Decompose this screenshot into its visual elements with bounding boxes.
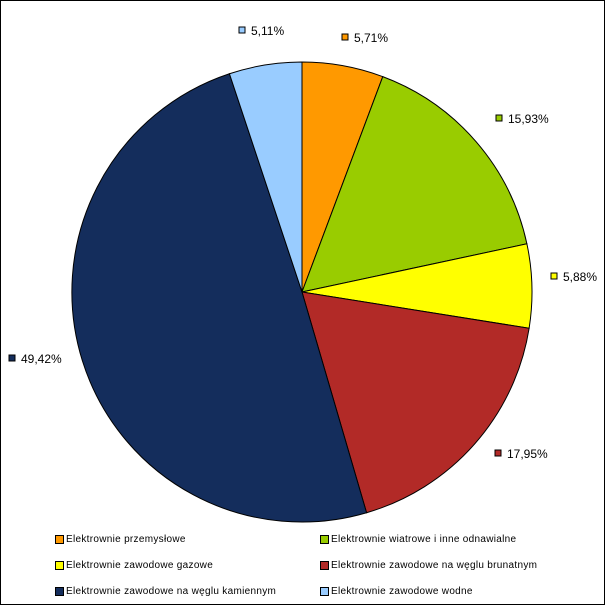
legend-item-kamienny: Elektrownie zawodowe na węglu kamiennym <box>55 584 276 600</box>
data-label: 5,88% <box>550 270 597 284</box>
data-label-key <box>550 272 558 280</box>
data-label-text: 5,71% <box>354 31 388 45</box>
data-label: 49,42% <box>8 352 62 366</box>
legend-item-brunatny: Elektrownie zawodowe na węglu brunatnym <box>320 558 537 574</box>
data-label-key <box>494 449 502 457</box>
legend-swatch <box>320 586 329 596</box>
data-label-text: 5,11% <box>251 24 284 38</box>
legend-item-gazowe: Elektrownie zawodowe gazowe <box>55 558 213 574</box>
legend-swatch <box>55 586 64 596</box>
data-label-key <box>238 26 246 34</box>
legend: Elektrownie przemysłowe Elektrownie wiat… <box>55 532 595 602</box>
data-label-text: 49,42% <box>21 352 62 366</box>
legend-label: Elektrownie wiatrowe i inne odnawialne <box>331 534 517 545</box>
legend-swatch <box>320 560 329 570</box>
legend-label: Elektrownie zawodowe wodne <box>331 586 473 597</box>
legend-label: Elektrownie zawodowe gazowe <box>66 560 214 571</box>
pie-slice <box>301 75 528 293</box>
legend-item-wodne: Elektrownie zawodowe wodne <box>320 584 473 600</box>
data-label: 15,93% <box>495 112 549 126</box>
data-label-text: 5,88% <box>563 270 597 284</box>
data-label-text: 15,93% <box>508 112 549 126</box>
legend-item-wiatrowe: Elektrownie wiatrowe i inne odnawialne <box>320 532 516 548</box>
pie-slice <box>301 291 530 514</box>
legend-label: Elektrownie przemysłowe <box>66 534 186 545</box>
data-label-key <box>341 33 349 41</box>
data-label-key <box>8 354 16 362</box>
data-label: 5,71% <box>341 31 388 45</box>
pie-slice <box>71 73 368 523</box>
legend-item-przemyslowe: Elektrownie przemysłowe <box>55 532 186 548</box>
legend-swatch <box>320 534 329 544</box>
legend-swatch <box>55 534 64 544</box>
pie-slice <box>228 61 303 293</box>
data-label: 17,95% <box>494 447 548 461</box>
legend-label: Elektrownie zawodowe na węglu brunatnym <box>331 560 538 571</box>
data-label-key <box>495 114 503 122</box>
data-label: 5,11% <box>238 24 284 38</box>
legend-label: Elektrownie zawodowe na węglu kamiennym <box>66 586 277 597</box>
data-label-text: 17,95% <box>507 447 548 461</box>
legend-swatch <box>55 560 64 570</box>
